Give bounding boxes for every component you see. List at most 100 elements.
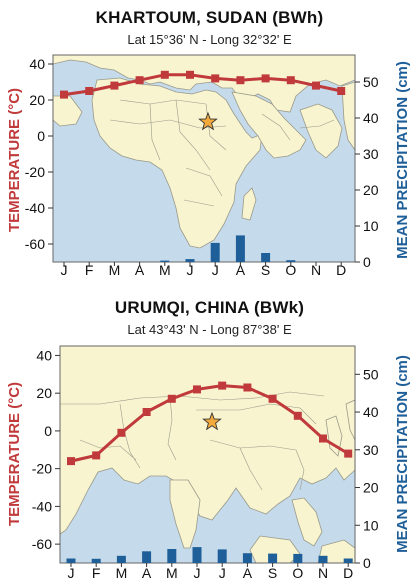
month-label: S	[268, 565, 277, 581]
left-tick-label: 40	[29, 56, 45, 72]
precipitation-bars	[160, 235, 296, 262]
temperature-point	[142, 408, 151, 416]
month-label: J	[212, 262, 219, 278]
chart-title-urumqi: URUMQI, CHINA (BWk)	[114, 298, 305, 317]
month-label: N	[311, 262, 321, 278]
ylabel-precipitation: MEAN PRECIPITATION (cm)	[394, 61, 411, 259]
right-tick-label: 30	[363, 146, 379, 162]
month-label: N	[318, 565, 328, 581]
precipitation-bar	[192, 547, 202, 563]
month-label: D	[336, 262, 346, 278]
precipitation-bar	[160, 260, 170, 262]
precipitation-bar	[293, 553, 303, 563]
left-tick-label: -60	[32, 536, 52, 552]
temperature-point	[135, 76, 144, 85]
right-tick-label: 20	[363, 182, 379, 198]
month-label: A	[135, 262, 145, 278]
temperature-point	[211, 74, 220, 83]
month-label: A	[236, 262, 246, 278]
precipitation-bar	[286, 260, 296, 262]
precipitation-bar	[318, 555, 328, 563]
temperature-point	[186, 70, 194, 79]
month-label: A	[142, 565, 152, 581]
precipitation-bar	[185, 259, 195, 262]
right-tick-label: 10	[363, 218, 379, 234]
precipitation-bar	[235, 235, 245, 262]
temperature-point	[85, 87, 94, 95]
precipitation-bar	[217, 549, 227, 563]
right-tick-label: 40	[363, 404, 379, 420]
month-label: J	[187, 262, 194, 278]
temperature-point	[286, 76, 295, 85]
ylabel-precipitation: MEAN PRECIPITATION (cm)	[394, 355, 411, 553]
right-tick-label: 0	[363, 555, 371, 571]
temperature-point	[268, 394, 277, 403]
ylabel-temperature: TEMPERATURE (°C)	[6, 382, 23, 526]
month-label: D	[343, 565, 353, 581]
left-tick-label: -20	[25, 164, 45, 180]
temperature-point	[337, 87, 346, 95]
temperature-point	[218, 381, 227, 390]
precipitation-bar	[142, 551, 152, 563]
temperature-point	[92, 451, 101, 460]
precipitation-bars	[66, 547, 353, 563]
left-tick-label: 0	[44, 423, 52, 439]
temperature-point	[67, 457, 75, 466]
month-label: O	[292, 565, 303, 581]
temperature-point	[110, 81, 119, 90]
month-label: A	[243, 565, 253, 581]
month-label: F	[92, 565, 101, 581]
temperature-line	[67, 381, 353, 466]
precipitation-bar	[261, 253, 271, 262]
left-tick-label: 0	[37, 128, 45, 144]
chart-subtitle-urumqi: Lat 43°43' N - Long 87°38' E	[127, 322, 292, 337]
temperature-point	[160, 70, 169, 79]
temperature-point	[319, 434, 327, 443]
temperature-line	[60, 70, 346, 99]
precipitation-bar	[242, 553, 252, 563]
month-label: J	[194, 565, 201, 581]
left-tick-label: -20	[32, 461, 52, 477]
precipitation-bar	[268, 553, 278, 563]
temperature-point	[261, 74, 270, 83]
precipitation-bar	[66, 558, 76, 563]
right-tick-label: 30	[363, 442, 379, 458]
location-star-icon	[198, 111, 218, 131]
right-tick-label: 40	[363, 110, 379, 126]
left-tick-label: -60	[25, 236, 45, 252]
right-tick-label: 10	[363, 517, 379, 533]
temperature-point	[293, 411, 302, 420]
temperature-point	[117, 428, 126, 437]
month-label: O	[285, 262, 296, 278]
left-tick-label: 40	[36, 347, 52, 363]
temperature-point	[167, 394, 176, 403]
precipitation-bar	[91, 558, 101, 563]
month-label: M	[109, 262, 121, 278]
left-tick-label: -40	[32, 498, 52, 514]
ylabel-temperature: TEMPERATURE (°C)	[6, 88, 23, 232]
left-tick-label: 20	[36, 385, 52, 401]
temperature-series-line	[70, 384, 349, 463]
temperature-point	[236, 76, 245, 85]
temperature-series-line	[63, 73, 342, 97]
temperature-point	[312, 81, 320, 90]
right-tick-label: 50	[363, 74, 379, 90]
month-label: S	[261, 262, 270, 278]
right-tick-label: 20	[363, 480, 379, 496]
location-star-icon	[202, 411, 222, 431]
precipitation-bar	[210, 242, 220, 262]
chart-title-khartoum: KHARTOUM, SUDAN (BWh)	[95, 8, 324, 27]
month-label: M	[166, 565, 178, 581]
left-tick-label: -40	[25, 200, 45, 216]
month-label: J	[68, 565, 75, 581]
temperature-point	[60, 90, 68, 99]
temperature-point	[344, 449, 353, 458]
temperature-point	[193, 385, 201, 394]
asia-map	[60, 346, 355, 563]
month-label: M	[116, 565, 128, 581]
precipitation-bar	[343, 558, 353, 563]
temperature-point	[243, 383, 252, 392]
